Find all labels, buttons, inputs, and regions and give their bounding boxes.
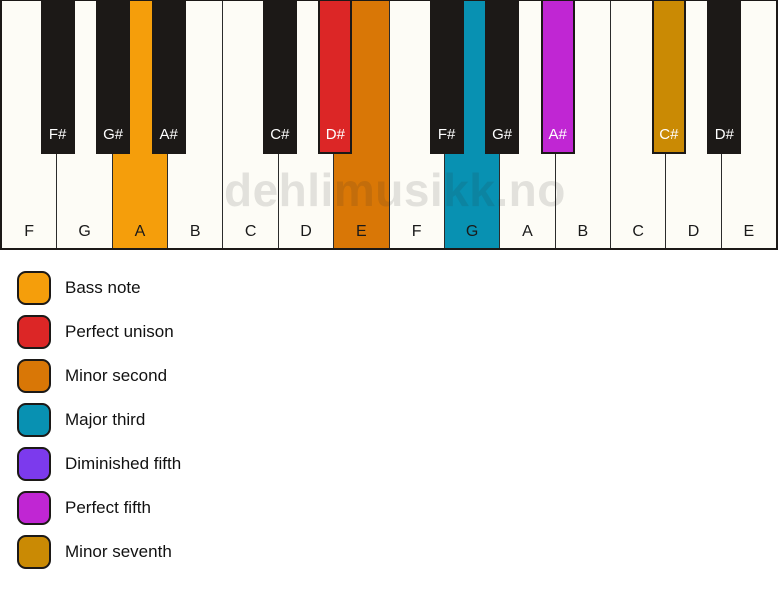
legend-color-swatch (17, 359, 51, 393)
legend-item-bass-note: Bass note (17, 271, 778, 305)
black-key-Ds1-perfect-unison: D# (318, 1, 353, 154)
white-key-label: F (24, 223, 35, 240)
legend-item-label: Diminished fifth (65, 454, 182, 473)
black-key-Fs2: F# (429, 1, 464, 154)
legend: Bass note Perfect unison Minor second Ma… (17, 271, 778, 569)
legend-item-diminished-fifth: Diminished fifth (17, 447, 778, 481)
black-key-label: F# (437, 126, 456, 143)
white-key-label: A (134, 223, 146, 240)
black-key-As2-perfect-fifth: A# (540, 1, 575, 154)
black-key-As1: A# (151, 1, 186, 154)
legend-color-swatch (17, 535, 51, 569)
legend-color-swatch (17, 403, 51, 437)
black-key-Ds2: D# (707, 1, 742, 154)
legend-color-swatch (17, 491, 51, 525)
black-key-label: A# (548, 126, 567, 143)
legend-item-major-third: Major third (17, 403, 778, 437)
black-key-label: D# (325, 126, 345, 143)
legend-item-label: Perfect unison (65, 322, 174, 341)
black-key-Gs2: G# (485, 1, 520, 154)
white-key-label: D (300, 223, 312, 240)
black-key-Gs1: G# (96, 1, 131, 154)
black-key-label: C# (270, 126, 290, 143)
white-key-label: C (244, 223, 257, 240)
legend-item-label: Major third (65, 410, 146, 429)
black-key-label: A# (159, 126, 178, 143)
legend-item-minor-seventh: Minor seventh (17, 535, 778, 569)
white-key-label: D (687, 223, 700, 240)
white-key-label: G (465, 223, 479, 240)
white-key-label: A (522, 223, 533, 240)
legend-item-label: Perfect fifth (65, 498, 151, 517)
legend-color-swatch (17, 447, 51, 481)
black-key-Fs1: F# (40, 1, 75, 154)
white-key-label: C (632, 223, 644, 240)
legend-item-label: Bass note (65, 278, 141, 297)
white-key-label: B (577, 223, 589, 240)
black-key-label: F# (48, 126, 67, 143)
black-key-Cs2-minor-seventh: C# (651, 1, 686, 154)
white-key-label: G (78, 223, 91, 240)
black-key-Cs1: C# (262, 1, 297, 154)
black-key-label: D# (714, 126, 734, 143)
legend-item-perfect-unison: Perfect unison (17, 315, 778, 349)
legend-item-minor-second: Minor second (17, 359, 778, 393)
piano-keyboard-diagram: F G A B C D E F G A B C D E F# G# A# C# … (0, 0, 778, 250)
black-key-label: G# (103, 126, 124, 143)
legend-item-label: Minor seventh (65, 542, 172, 561)
white-key-label: E (356, 223, 367, 240)
legend-color-swatch (17, 271, 51, 305)
white-key-label: B (189, 223, 201, 240)
black-key-label: C# (659, 126, 679, 143)
legend-item-label: Minor second (65, 366, 168, 385)
white-key-label: E (743, 223, 755, 240)
black-key-label: G# (492, 126, 513, 143)
white-key-label: F (411, 223, 422, 240)
legend-color-swatch (17, 315, 51, 349)
legend-item-perfect-fifth: Perfect fifth (17, 491, 778, 525)
